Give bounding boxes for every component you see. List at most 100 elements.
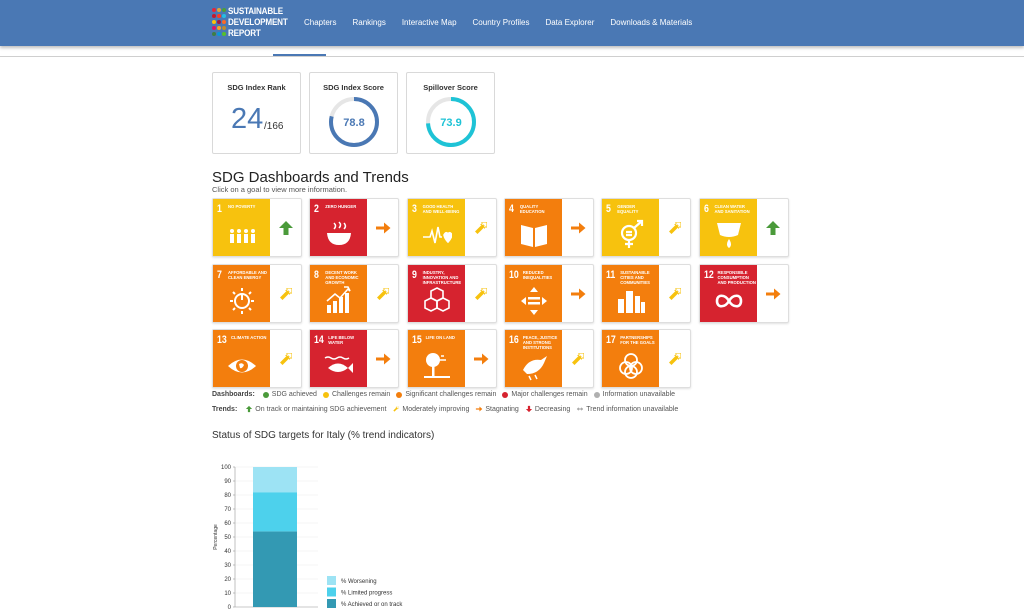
trend-moderate-arrow-icon xyxy=(669,353,682,365)
bar-segment xyxy=(253,467,297,493)
goal-card-13[interactable]: 13 CLIMATE ACTION xyxy=(212,329,302,388)
goal-number: 6 xyxy=(703,203,709,215)
goal-number: 1 xyxy=(217,203,222,215)
goal-card-11[interactable]: 11 SUSTAINABLE CITIES AND COMMUNITIES xyxy=(601,263,692,323)
legend-item: SDG achieved xyxy=(262,391,317,398)
goal-name: SUSTAINABLE CITIES AND COMMUNITIES xyxy=(620,269,650,285)
legend-label: Dashboards: xyxy=(212,391,255,398)
goal-number: 15 xyxy=(411,334,422,346)
y-tick-label: 80 xyxy=(224,493,231,499)
legend-item: On track or maintaining SDG achievement xyxy=(245,405,386,413)
rank-value: 24 xyxy=(231,103,264,135)
goal-card-17[interactable]: 17 PARTNERSHIPS FOR THE GOALS xyxy=(601,329,692,388)
book-icon xyxy=(520,225,547,247)
trend-moderate-arrow-icon xyxy=(571,353,584,365)
goal-number: 8 xyxy=(314,268,320,281)
water-icon xyxy=(716,223,741,248)
trend-stagnating-arrow-icon xyxy=(473,353,489,365)
goal-card-6[interactable]: 6 CLEAN WATER AND SANITATION xyxy=(698,198,789,257)
trend-moderate-arrow-icon xyxy=(669,287,682,300)
goal-number: 7 xyxy=(217,268,222,281)
legend-label: Stagnating xyxy=(485,405,519,413)
goal-tile: 9 INDUSTRY, INNOVATION AND INFRASTRUCTURE xyxy=(407,264,465,322)
main-nav: Chapters Rankings Interactive Map Countr… xyxy=(304,18,708,30)
goal-card-8[interactable]: 8 DECENT WORK AND ECONOMIC GROWTH xyxy=(309,263,400,323)
goal-name: PARTNERSHIPS FOR THE GOALS xyxy=(620,335,655,345)
goal-name: RESPONSIBLE CONSUMPTION AND PRODUCTION xyxy=(717,269,756,285)
bar-segment xyxy=(253,531,297,607)
goal-tile: 11 SUSTAINABLE CITIES AND COMMUNITIES xyxy=(602,264,660,322)
goal-name: INDUSTRY, INNOVATION AND INFRASTRUCTURE xyxy=(422,269,462,285)
goal-card-15[interactable]: 15 LIFE ON LAND xyxy=(406,329,497,388)
goal-card-16[interactable]: 16 PEACE, JUSTICE AND STRONG INSTITUTIONS xyxy=(503,329,594,388)
legend-swatch xyxy=(327,599,336,608)
nav-downloads[interactable]: Downloads & Materials xyxy=(610,18,693,27)
trend-up-arrow-icon xyxy=(765,221,780,235)
sdr-logo[interactable]: SUSTAINABLE DEVELOPMENT REPORT xyxy=(212,6,292,41)
nav-country-profiles[interactable]: Country Profiles xyxy=(472,18,530,27)
legend-label: Decreasing xyxy=(534,405,571,413)
goal-name: AFFORDABLE AND CLEAN ENERGY xyxy=(228,269,267,280)
goal-card-2[interactable]: 2 ZERO HUNGER xyxy=(309,198,400,257)
dove-icon xyxy=(522,356,547,381)
y-tick-label: 0 xyxy=(228,605,232,611)
goal-name: QUALITY EDUCATION xyxy=(519,204,545,214)
trend-na-arrow-icon xyxy=(577,407,584,411)
goal-card-5[interactable]: 5 GENDER EQUALITY xyxy=(601,198,692,257)
people-icon xyxy=(230,229,255,243)
logo-text-line: REPORT xyxy=(228,28,261,39)
sdg-index-score-card: SDG Index Score 78.8 xyxy=(309,72,398,154)
goal-tile: 2 ZERO HUNGER xyxy=(310,199,368,256)
nav-interactive-map[interactable]: Interactive Map xyxy=(401,18,457,27)
y-tick-label: 70 xyxy=(224,507,231,513)
trend-stagnating-arrow-icon xyxy=(476,406,483,412)
goal-card-14[interactable]: 14 LIFE BELOW WATER xyxy=(309,329,400,388)
y-tick-label: 10 xyxy=(224,591,231,597)
trend-up-arrow-icon xyxy=(246,405,253,413)
goal-name: ZERO HUNGER xyxy=(325,204,357,209)
goal-number: 10 xyxy=(508,268,519,281)
legend-label: Information unavailable xyxy=(602,391,676,398)
trend-moderate-arrow-icon xyxy=(669,222,682,234)
trend-stagnating-arrow-icon xyxy=(376,353,391,365)
goal-name: GOOD HEALTH AND WELL-BEING xyxy=(422,204,460,214)
goal-card-4[interactable]: 4 QUALITY EDUCATION xyxy=(503,198,594,257)
legend-label: SDG achieved xyxy=(271,391,317,398)
legend-item: Trend information unavailable xyxy=(576,405,678,413)
goal-number: 4 xyxy=(508,203,514,215)
goal-card-3[interactable]: 3 GOOD HEALTH AND WELL-BEING xyxy=(406,198,497,257)
goal-name: DECENT WORK AND ECONOMIC GROWTH xyxy=(325,269,359,285)
legend-dot-icon xyxy=(396,391,403,398)
goal-tile: 17 PARTNERSHIPS FOR THE GOALS xyxy=(602,330,660,387)
fish-icon xyxy=(324,356,354,373)
eye-globe-icon xyxy=(228,359,256,373)
trend-stagnating-arrow-icon xyxy=(765,288,780,299)
legend-item: Moderately improving xyxy=(392,405,469,413)
trend-stagnating-arrow-icon xyxy=(570,222,586,234)
goal-card-9[interactable]: 9 INDUSTRY, INNOVATION AND INFRASTRUCTURE xyxy=(406,263,497,323)
trend-moderate-arrow-icon xyxy=(377,287,390,300)
goal-name: CLIMATE ACTION xyxy=(231,335,267,340)
legend-label: Significant challenges remain xyxy=(405,391,497,398)
legend-item: Stagnating xyxy=(475,405,519,413)
nav-chapters[interactable]: Chapters xyxy=(304,18,337,27)
goal-number: 14 xyxy=(314,334,325,346)
gauge-value: 78.8 xyxy=(343,117,364,129)
dashboards-subtitle: Click on a goal to view more information… xyxy=(212,185,348,194)
card-title: SDG Index Rank xyxy=(227,83,286,92)
spillover-score-gauge: 73.9 xyxy=(426,97,476,147)
legend-label: On track or maintaining SDG achievement xyxy=(255,405,387,413)
y-tick-label: 40 xyxy=(224,549,231,555)
legend-label: Trend information unavailable xyxy=(586,405,679,413)
goal-card-1[interactable]: 1 NO POVERTY xyxy=(212,198,302,257)
goal-number: 2 xyxy=(314,203,320,215)
goal-tile: 10 REDUCED INEQUALITIES xyxy=(504,264,562,322)
targets-status-chart: 0 10 20 30 40 50 60 70 80 90 100 Percentage % Worsen… xyxy=(213,465,403,611)
goal-card-7[interactable]: 7 AFFORDABLE AND CLEAN ENERGY xyxy=(212,263,302,323)
goal-card-10[interactable]: 10 REDUCED INEQUALITIES xyxy=(503,263,594,323)
goal-card-12[interactable]: 12 RESPONSIBLE CONSUMPTION AND PRODUCTION xyxy=(698,263,789,323)
dashboards-legend: Dashboards: SDG achieved Challenges remai… xyxy=(212,391,681,398)
subnav-active-indicator xyxy=(273,54,326,56)
nav-data-explorer[interactable]: Data Explorer xyxy=(545,18,595,27)
nav-rankings[interactable]: Rankings xyxy=(352,18,386,27)
